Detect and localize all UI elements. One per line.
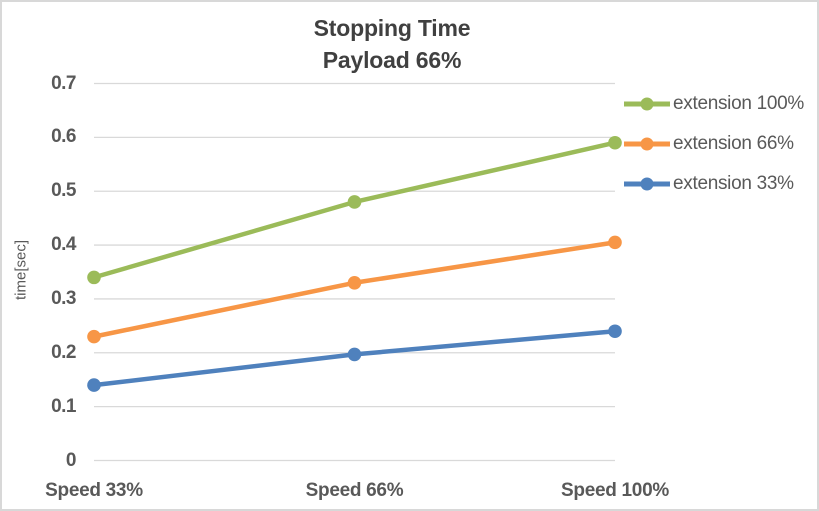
data-point-marker [87,329,101,344]
x-axis-category-label: Speed 100% [561,480,669,501]
data-point-marker [347,195,362,209]
y-axis-tick-label: 0.2 [51,341,76,363]
y-axis-tick-label: 0.7 [51,72,76,94]
y-axis-tick-label: 0.1 [51,395,76,417]
data-point-marker [608,235,622,250]
y-axis-tick-label: 0.6 [51,126,76,148]
legend-item-0: extension 100% [624,92,804,116]
data-point-marker [87,270,101,285]
data-point-marker [608,324,622,339]
x-axis-category-label: Speed 33% [45,480,143,501]
y-axis-tick-label: 0.3 [51,287,76,309]
chart-title-line2: Payload 66% [322,47,462,73]
y-axis-tick-label: 0 [65,449,77,471]
legend-label: extension 33% [673,173,794,194]
y-axis-tick-label: 0.4 [51,234,76,256]
legend-swatch-marker [640,97,654,111]
data-point-marker [347,275,362,290]
chart-title: Stopping Time Payload 66% [2,12,782,76]
legend-item-2: extension 33% [624,172,794,196]
legend-item-1: extension 66% [624,132,794,156]
chart-title-line1: Stopping Time [313,15,471,41]
legend-label: extension 100% [673,93,805,114]
data-point-marker [347,347,362,362]
legend-label: extension 66% [673,133,794,154]
legend-line-marker-icon [624,177,670,191]
series-line-0 [91,140,618,280]
y-axis-tick-label: 0.5 [51,180,76,202]
legend-line-marker-icon [624,97,670,111]
data-point-marker [608,135,622,150]
data-point-marker [87,378,101,392]
legend-line-marker-icon [624,137,670,151]
x-axis-category-label: Speed 66% [305,480,404,501]
legend-swatch-marker [640,177,654,191]
legend-swatch-marker [640,137,654,151]
